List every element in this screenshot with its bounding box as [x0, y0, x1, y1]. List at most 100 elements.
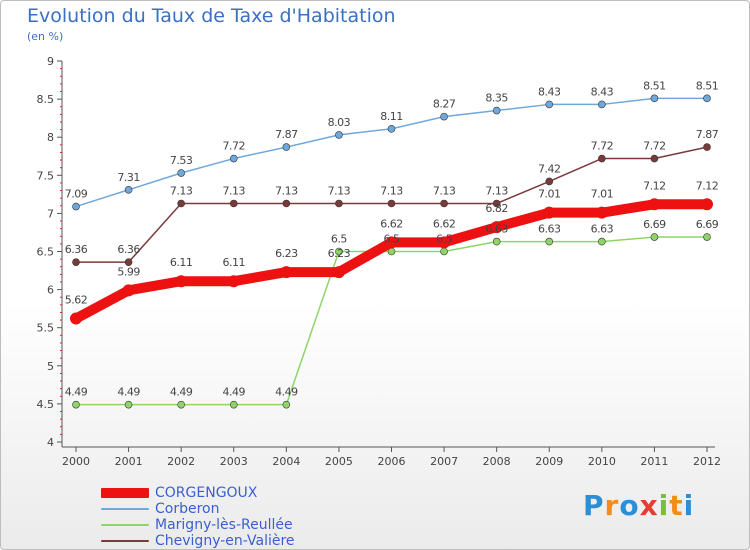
point-corberon [229, 154, 238, 163]
point-corberon [440, 112, 448, 121]
data-label-corgengoux: 5.99 [117, 265, 140, 278]
x-tick-label: 2003 [220, 455, 248, 468]
point-corberon [282, 143, 291, 151]
data-label-chevigny: 6.36 [117, 243, 140, 256]
point-corgengoux [490, 221, 503, 234]
x-tick-label: 2000 [62, 455, 90, 468]
point-corgengoux [70, 312, 82, 325]
data-label-corgengoux: 6.23 [275, 247, 298, 260]
y-tick-label: 4.5 [37, 398, 55, 411]
point-chevigny [440, 199, 448, 208]
legend-swatch-chevigny [101, 540, 149, 542]
data-label-corberon: 8.35 [485, 92, 508, 105]
point-corberon [335, 131, 343, 139]
point-corgengoux [175, 275, 188, 288]
data-label-chevigny: 7.13 [380, 184, 403, 197]
point-chevigny [387, 199, 396, 208]
data-label-chevigny: 7.13 [433, 184, 456, 197]
point-corgengoux [122, 284, 135, 297]
point-chevigny [177, 199, 185, 208]
point-marigny [650, 233, 659, 241]
data-label-corgengoux: 7.12 [696, 179, 719, 192]
data-label-corgengoux: 6.11 [223, 256, 246, 269]
legend-item-corberon: Corberon [101, 501, 295, 517]
data-label-corgengoux: 7.01 [591, 188, 614, 201]
data-label-corberon: 7.53 [170, 154, 193, 167]
data-label-corberon: 7.87 [275, 128, 298, 141]
logo-letter: x [639, 489, 659, 522]
legend-label-corgengoux: CORGENGOUX [155, 484, 258, 501]
proxiti-logo: Proxiti [583, 489, 694, 522]
data-label-corberon: 7.09 [65, 188, 88, 201]
data-label-marigny: 6.5 [331, 233, 347, 246]
x-tick-label: 2001 [115, 455, 143, 468]
y-tick-label: 7 [47, 207, 54, 220]
point-chevigny [124, 258, 133, 266]
data-label-marigny: 6.63 [538, 223, 561, 236]
x-tick-label: 2005 [325, 455, 353, 468]
point-corgengoux [701, 198, 713, 211]
data-label-corberon: 8.43 [591, 85, 614, 98]
point-corberon [545, 100, 554, 109]
data-label-marigny: 4.49 [170, 386, 193, 399]
y-tick-label: 6 [47, 284, 54, 297]
point-corberon [598, 100, 606, 109]
point-corgengoux [280, 266, 293, 279]
y-tick-label: 5.5 [37, 322, 55, 335]
legend-item-corgengoux: CORGENGOUX [101, 485, 295, 501]
x-tick-label: 2012 [693, 455, 721, 468]
logo-letter: i [683, 489, 695, 522]
data-label-corberon: 8.11 [380, 110, 403, 123]
legend-label-chevigny: Chevigny-en-Valière [155, 532, 295, 549]
x-tick-label: 2007 [430, 455, 458, 468]
point-corberon [387, 125, 396, 133]
legend-item-marigny: Marigny-lès-Reullée [101, 517, 295, 533]
point-marigny [440, 247, 448, 256]
data-label-corgengoux: 7.01 [538, 188, 561, 201]
point-chevigny [650, 154, 659, 163]
legend-swatch-marigny [101, 524, 149, 526]
data-label-chevigny: 7.87 [696, 128, 719, 141]
data-label-corgengoux: 6.11 [170, 256, 193, 269]
point-corberon [124, 185, 133, 194]
y-tick-label: 9 [47, 55, 54, 68]
data-label-marigny: 4.49 [275, 386, 298, 399]
data-label-marigny: 4.49 [117, 386, 140, 399]
point-marigny [545, 237, 554, 246]
y-tick-label: 8.5 [37, 93, 55, 106]
logo-letter: P [583, 489, 605, 522]
y-tick-label: 6.5 [37, 246, 55, 259]
point-corberon [650, 94, 659, 103]
x-tick-label: 2004 [272, 455, 300, 468]
data-label-corgengoux: 6.23 [328, 247, 351, 260]
point-corgengoux [543, 206, 556, 219]
legend-swatch-corberon [101, 508, 149, 510]
point-chevigny [282, 199, 291, 208]
data-label-marigny: 6.5 [384, 233, 400, 246]
point-marigny [282, 400, 291, 409]
legend-label-corberon: Corberon [155, 500, 220, 517]
data-label-marigny: 6.69 [696, 218, 719, 231]
data-label-chevigny: 7.13 [223, 184, 246, 197]
point-corberon [703, 94, 711, 103]
data-label-chevigny: 7.72 [591, 140, 614, 153]
data-label-corgengoux: 6.82 [485, 202, 508, 215]
data-label-marigny: 4.49 [223, 386, 246, 399]
legend-label-marigny: Marigny-lès-Reullée [155, 516, 293, 533]
data-label-corberon: 8.43 [538, 85, 561, 98]
point-chevigny [545, 177, 554, 186]
point-marigny [229, 400, 238, 409]
point-corgengoux [648, 198, 661, 211]
data-label-corberon: 8.27 [433, 98, 456, 111]
chart-subtitle: (en %) [27, 30, 64, 43]
data-label-corberon: 8.03 [328, 116, 351, 129]
point-corgengoux [438, 236, 451, 249]
point-chevigny [492, 199, 501, 208]
data-label-corgengoux: 6.62 [380, 217, 403, 230]
point-marigny [124, 400, 133, 409]
point-corgengoux [332, 266, 345, 279]
y-tick-label: 4 [47, 436, 54, 449]
legend: CORGENGOUX Corberon Marigny-lès-Reullée … [101, 485, 295, 549]
